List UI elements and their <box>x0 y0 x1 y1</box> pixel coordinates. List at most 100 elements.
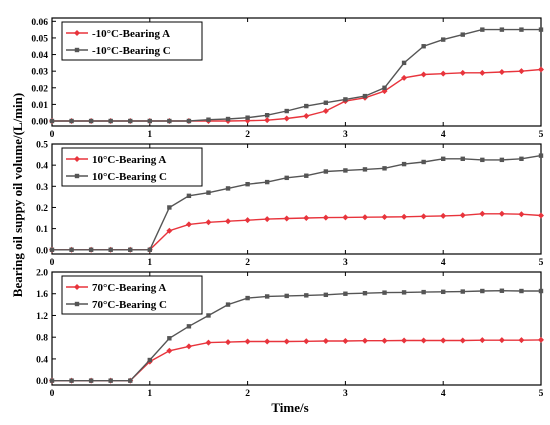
data-point-c <box>480 157 485 163</box>
data-point-a <box>420 337 427 344</box>
legend: -10°C-Bearing A -10°C-Bearing C <box>61 21 203 61</box>
data-point-c <box>519 27 524 32</box>
legend-label: 70°C-Bearing A <box>92 282 166 294</box>
data-point-c <box>382 85 387 90</box>
data-point-c <box>206 117 211 122</box>
series-line-a <box>52 68 542 122</box>
series-line-c <box>52 154 542 251</box>
data-point-a <box>518 211 525 218</box>
legend-label: 70°C-Bearing C <box>92 299 167 311</box>
data-point-c <box>186 193 192 199</box>
data-point-c <box>343 291 348 296</box>
data-point-a <box>342 337 349 344</box>
y-tick-label: 1.2 <box>36 312 48 322</box>
data-point-a <box>440 70 447 77</box>
x-tick-label: 0 <box>50 389 55 399</box>
y-tick-label: 0.3 <box>36 183 48 193</box>
legend: 70°C-Bearing A 70°C-Bearing C <box>61 275 203 315</box>
legend-marker-square <box>74 301 80 307</box>
data-point-c <box>382 166 387 171</box>
x-tick-label: 3 <box>343 130 348 140</box>
data-point-c <box>480 27 485 32</box>
legend-label: -10°C-Bearing C <box>92 45 171 57</box>
data-point-a <box>538 336 544 343</box>
legend-marker-square <box>74 173 80 179</box>
data-point-c <box>362 167 368 172</box>
data-point-c <box>343 97 348 102</box>
data-point-c <box>69 247 74 252</box>
data-point-c <box>323 292 329 298</box>
data-point-c <box>499 157 505 163</box>
data-point-a <box>459 337 466 344</box>
data-point-c <box>206 190 211 195</box>
x-tick-label: 1 <box>147 258 152 268</box>
data-point-c <box>460 32 465 37</box>
legend-box <box>61 21 203 61</box>
data-point-c <box>225 186 231 191</box>
data-point-c <box>69 378 74 383</box>
data-point-c <box>421 44 426 49</box>
data-point-c <box>264 294 270 299</box>
data-point-c <box>49 118 55 124</box>
data-point-a <box>166 227 173 234</box>
data-point-a <box>283 215 290 222</box>
data-point-c <box>88 247 94 252</box>
y-tick-label: 1.6 <box>36 290 48 300</box>
data-point-a <box>322 214 329 221</box>
data-point-c <box>245 295 250 301</box>
data-point-c <box>538 27 544 32</box>
y-tick-label: 0.1 <box>36 225 48 235</box>
data-point-c <box>225 116 231 122</box>
data-point-a <box>322 337 329 344</box>
x-tick-label: 0 <box>50 258 55 268</box>
data-point-c <box>186 118 192 124</box>
x-tick-label: 0 <box>50 130 55 140</box>
data-point-a <box>205 339 212 346</box>
plot-frame <box>51 271 542 386</box>
data-point-a <box>440 212 447 219</box>
data-point-a <box>420 71 427 78</box>
y-tick-label: 0.5 <box>36 141 48 151</box>
legend-label: 10°C-Bearing C <box>92 171 167 183</box>
data-point-c <box>441 289 446 295</box>
data-point-a <box>303 215 310 222</box>
data-point-a <box>322 108 329 115</box>
legend-label: -10°C-Bearing A <box>92 28 170 40</box>
data-point-c <box>304 173 309 178</box>
y-tick-label: 0.06 <box>31 18 48 28</box>
y-axis-title: Bearing oil suppy oil volume/(L/min) <box>10 93 25 297</box>
x-tick-label: 3 <box>343 389 348 399</box>
data-point-c <box>460 289 465 294</box>
y-tick-label: 0.2 <box>36 204 48 214</box>
data-point-a <box>185 221 192 228</box>
legend-label: 10°C-Bearing A <box>92 154 166 166</box>
data-point-c <box>147 247 152 252</box>
data-point-c <box>108 247 113 252</box>
x-tick-label: 4 <box>441 258 446 268</box>
data-point-c <box>284 175 289 181</box>
data-point-a <box>361 214 368 221</box>
data-point-a <box>166 347 173 354</box>
data-point-c <box>225 302 231 307</box>
data-point-c <box>284 293 289 299</box>
data-point-c <box>167 118 172 124</box>
x-tick-label: 2 <box>245 130 250 140</box>
data-point-a <box>401 337 408 344</box>
data-point-a <box>538 212 544 219</box>
y-tick-label: 0.04 <box>31 51 48 61</box>
data-point-c <box>167 205 172 210</box>
data-point-c <box>264 179 270 185</box>
legend: 10°C-Bearing A 10°C-Bearing C <box>61 147 203 187</box>
data-point-a <box>361 337 368 344</box>
legend-box <box>61 275 203 315</box>
data-point-c <box>284 108 289 114</box>
data-point-c <box>323 100 329 105</box>
y-tick-label: 0.00 <box>31 118 48 128</box>
data-point-a <box>264 338 271 345</box>
data-point-c <box>108 118 113 124</box>
data-point-a <box>264 216 271 223</box>
data-point-c <box>519 288 524 294</box>
data-point-c <box>128 378 133 383</box>
data-point-a <box>401 74 408 81</box>
